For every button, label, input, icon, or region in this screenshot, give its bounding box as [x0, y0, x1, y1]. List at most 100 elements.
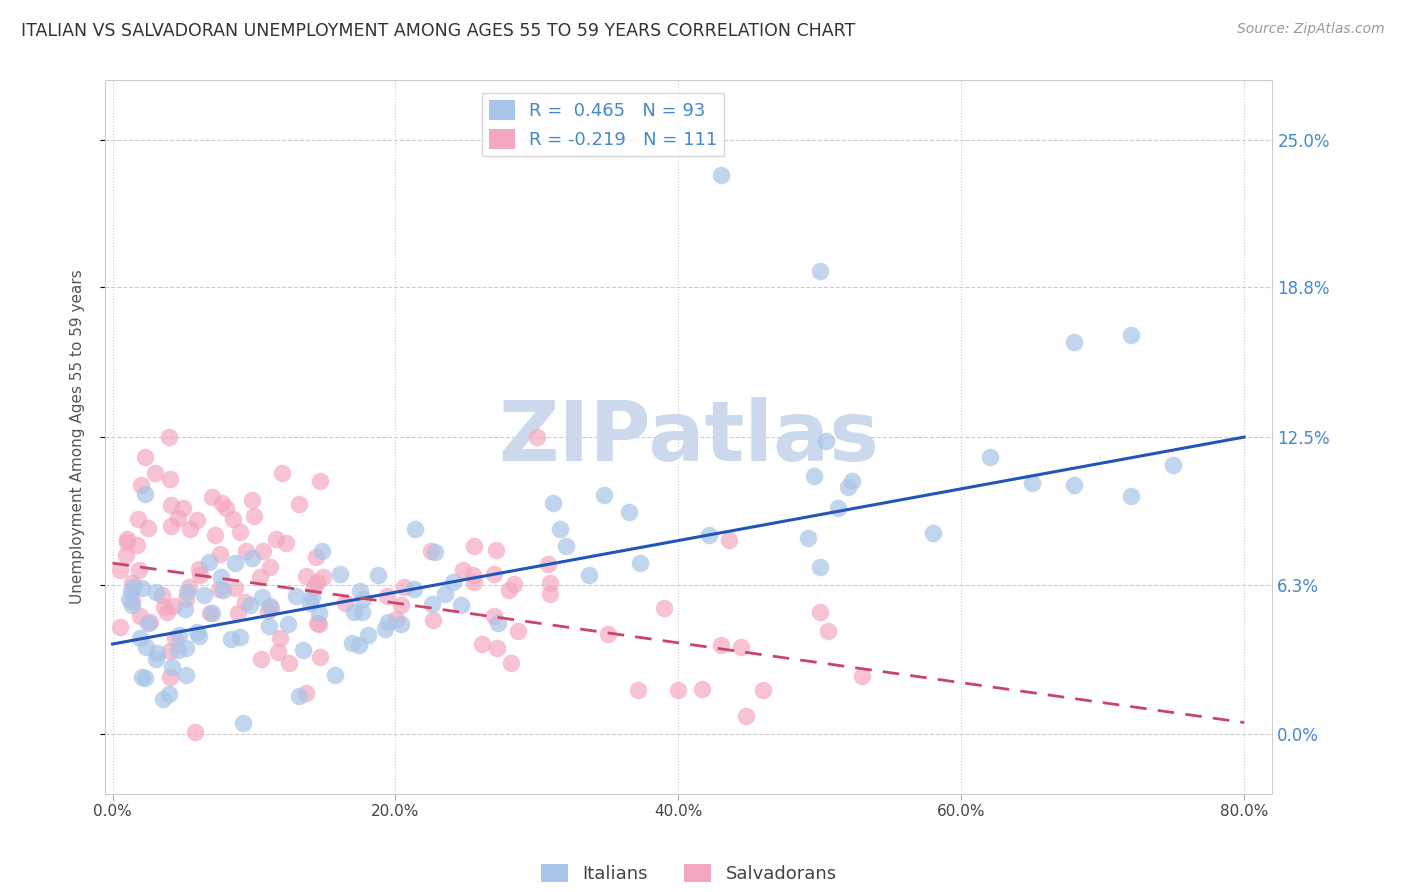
Point — [150, 588, 173, 602]
Point — [461, 567, 484, 582]
Point — [299, 597, 322, 611]
Point — [162, 599, 184, 613]
Point — [235, 544, 257, 558]
Point — [153, 600, 176, 615]
Point — [121, 593, 143, 607]
Point — [179, 522, 201, 536]
Point — [485, 641, 508, 656]
Point — [555, 540, 578, 554]
Point — [292, 642, 315, 657]
Point — [697, 527, 720, 541]
Point — [211, 496, 233, 510]
Point — [259, 559, 281, 574]
Point — [808, 560, 831, 574]
Point — [422, 597, 444, 611]
Point — [167, 627, 190, 641]
Point — [271, 466, 294, 480]
Point — [423, 545, 446, 559]
Point — [257, 604, 280, 618]
Point — [294, 568, 316, 582]
Point — [343, 605, 366, 619]
Point — [301, 590, 323, 604]
Point — [471, 638, 494, 652]
Point — [578, 568, 600, 582]
Point — [374, 622, 396, 636]
Point — [198, 555, 221, 569]
Point — [352, 605, 374, 619]
Point — [394, 580, 416, 594]
Point — [226, 607, 249, 621]
Point — [159, 644, 181, 658]
Point — [499, 656, 522, 670]
Point — [548, 522, 571, 536]
Point — [841, 474, 863, 488]
Point — [252, 544, 274, 558]
Point — [240, 551, 263, 566]
Point — [201, 606, 224, 620]
Point — [260, 601, 283, 615]
Point — [136, 616, 159, 631]
Point — [250, 652, 273, 666]
Point — [278, 656, 301, 670]
Point — [157, 430, 180, 444]
Point — [264, 532, 287, 546]
Point — [502, 577, 524, 591]
Point — [249, 570, 271, 584]
Point — [628, 556, 651, 570]
Point — [311, 544, 333, 558]
Point — [808, 263, 831, 277]
Point — [211, 582, 233, 597]
Point — [803, 469, 825, 483]
Point — [166, 511, 188, 525]
Point — [159, 472, 181, 486]
Point — [129, 608, 152, 623]
Point — [312, 570, 335, 584]
Point — [118, 592, 141, 607]
Point — [139, 615, 162, 629]
Point — [538, 586, 561, 600]
Text: Source: ZipAtlas.com: Source: ZipAtlas.com — [1237, 22, 1385, 37]
Point — [808, 605, 831, 619]
Point — [752, 683, 775, 698]
Point — [652, 601, 675, 615]
Legend: R =  0.465   N = 93, R = -0.219   N = 111: R = 0.465 N = 93, R = -0.219 N = 111 — [482, 93, 724, 156]
Point — [307, 574, 329, 589]
Point — [308, 607, 330, 621]
Point — [1063, 334, 1085, 349]
Point — [690, 681, 713, 696]
Point — [295, 685, 318, 699]
Point — [115, 549, 138, 563]
Point — [420, 543, 443, 558]
Point — [349, 584, 371, 599]
Point — [389, 617, 412, 632]
Point — [508, 624, 530, 638]
Point — [174, 668, 197, 682]
Point — [121, 598, 143, 612]
Point — [817, 624, 839, 639]
Point — [287, 497, 309, 511]
Point — [129, 477, 152, 491]
Point — [229, 525, 252, 540]
Point — [333, 596, 356, 610]
Point — [156, 605, 179, 619]
Point — [152, 691, 174, 706]
Point — [814, 434, 837, 448]
Point — [136, 521, 159, 535]
Point — [717, 533, 740, 548]
Point — [342, 635, 364, 649]
Y-axis label: Unemployment Among Ages 55 to 59 years: Unemployment Among Ages 55 to 59 years — [70, 269, 84, 605]
Point — [627, 682, 650, 697]
Point — [267, 645, 290, 659]
Point — [837, 479, 859, 493]
Point — [160, 519, 183, 533]
Point — [796, 531, 818, 545]
Point — [228, 630, 250, 644]
Point — [160, 660, 183, 674]
Point — [188, 629, 211, 643]
Point — [252, 591, 274, 605]
Point — [186, 624, 208, 639]
Point — [367, 568, 389, 582]
Point — [308, 616, 330, 631]
Point — [117, 532, 139, 546]
Point — [434, 587, 457, 601]
